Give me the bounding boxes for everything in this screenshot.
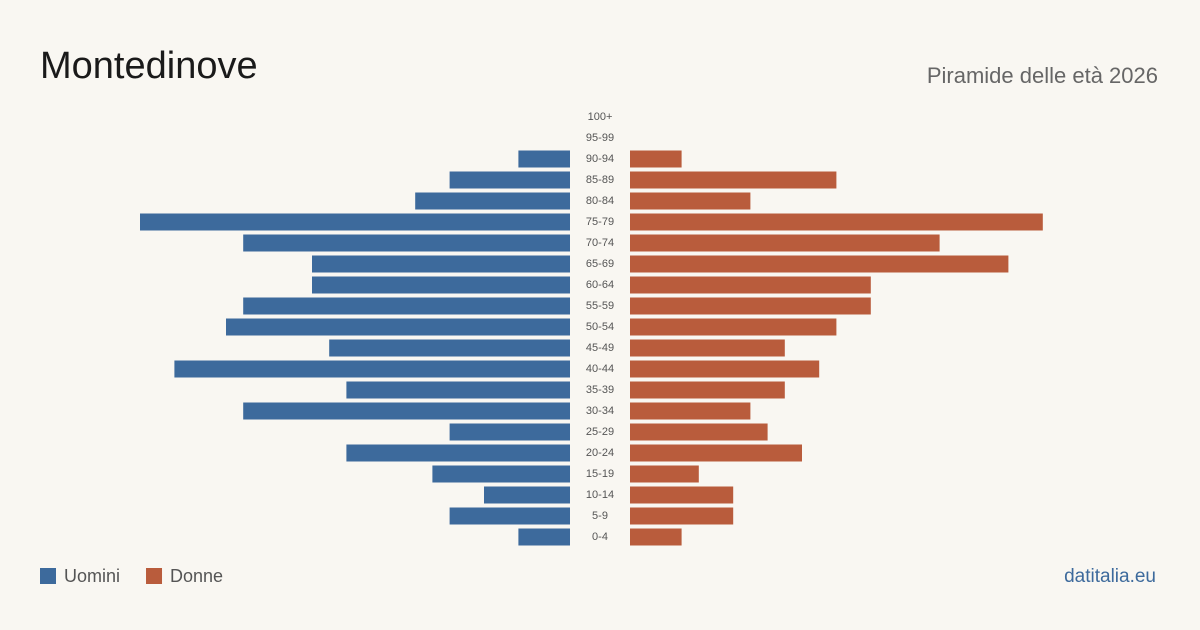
legend-label: Donne: [170, 566, 223, 586]
category-label: 65-69: [586, 258, 614, 270]
category-label: 35-39: [586, 384, 614, 396]
bar: [630, 150, 682, 168]
category-label: 70-74: [586, 237, 614, 249]
category-label: 30-34: [586, 405, 614, 417]
category-label: 50-54: [586, 321, 614, 333]
bar: [312, 276, 570, 294]
category-label: 5-9: [592, 510, 608, 522]
bar: [346, 444, 570, 462]
source: datitalia.eu: [1064, 566, 1156, 587]
bar: [630, 507, 734, 525]
legend-swatch: [146, 568, 163, 584]
bar: [630, 213, 1043, 231]
bar: [630, 444, 802, 462]
bar: [346, 381, 570, 399]
category-label: 40-44: [586, 363, 614, 375]
category-label: 75-79: [586, 216, 614, 228]
bar: [630, 360, 820, 378]
category-label: 85-89: [586, 174, 614, 186]
bar: [630, 465, 699, 483]
category-label: 60-64: [586, 279, 614, 291]
bar: [174, 360, 570, 378]
category-label: 90-94: [586, 153, 614, 165]
legend-label: Uomini: [64, 566, 120, 586]
category-label: 95-99: [586, 132, 614, 144]
bar: [630, 171, 837, 189]
bar: [243, 297, 570, 315]
legend-swatch: [40, 568, 56, 584]
category-label: 0-4: [592, 531, 608, 543]
bar: [312, 255, 570, 273]
category-label: 80-84: [586, 195, 614, 207]
bar: [630, 192, 751, 210]
bar: [449, 507, 570, 525]
bar: [630, 381, 785, 399]
bar: [432, 465, 570, 483]
bar: [243, 402, 570, 420]
bar: [518, 528, 570, 546]
category-label: 100+: [588, 111, 613, 123]
category-label: 25-29: [586, 426, 614, 438]
chart-subtitle: Piramide delle età 2026: [927, 63, 1158, 88]
bar: [630, 318, 837, 336]
category-label: 10-14: [586, 489, 614, 501]
bar: [226, 318, 570, 336]
bar: [630, 486, 734, 504]
bar: [630, 297, 871, 315]
bar: [329, 339, 570, 357]
bar: [449, 423, 570, 441]
bar: [140, 213, 570, 231]
bar: [243, 234, 570, 252]
bar: [415, 192, 570, 210]
category-label: 45-49: [586, 342, 614, 354]
bar: [630, 423, 768, 441]
bar: [630, 276, 871, 294]
category-label: 15-19: [586, 468, 614, 480]
bar: [630, 234, 940, 252]
bar: [518, 150, 570, 168]
category-label: 55-59: [586, 300, 614, 312]
category-label: 20-24: [586, 447, 614, 459]
bar: [630, 402, 751, 420]
chart-title: Montedinove: [40, 45, 258, 87]
bar: [630, 339, 785, 357]
bar: [449, 171, 570, 189]
bar: [630, 528, 682, 546]
bar: [484, 486, 570, 504]
bar: [630, 255, 1009, 273]
